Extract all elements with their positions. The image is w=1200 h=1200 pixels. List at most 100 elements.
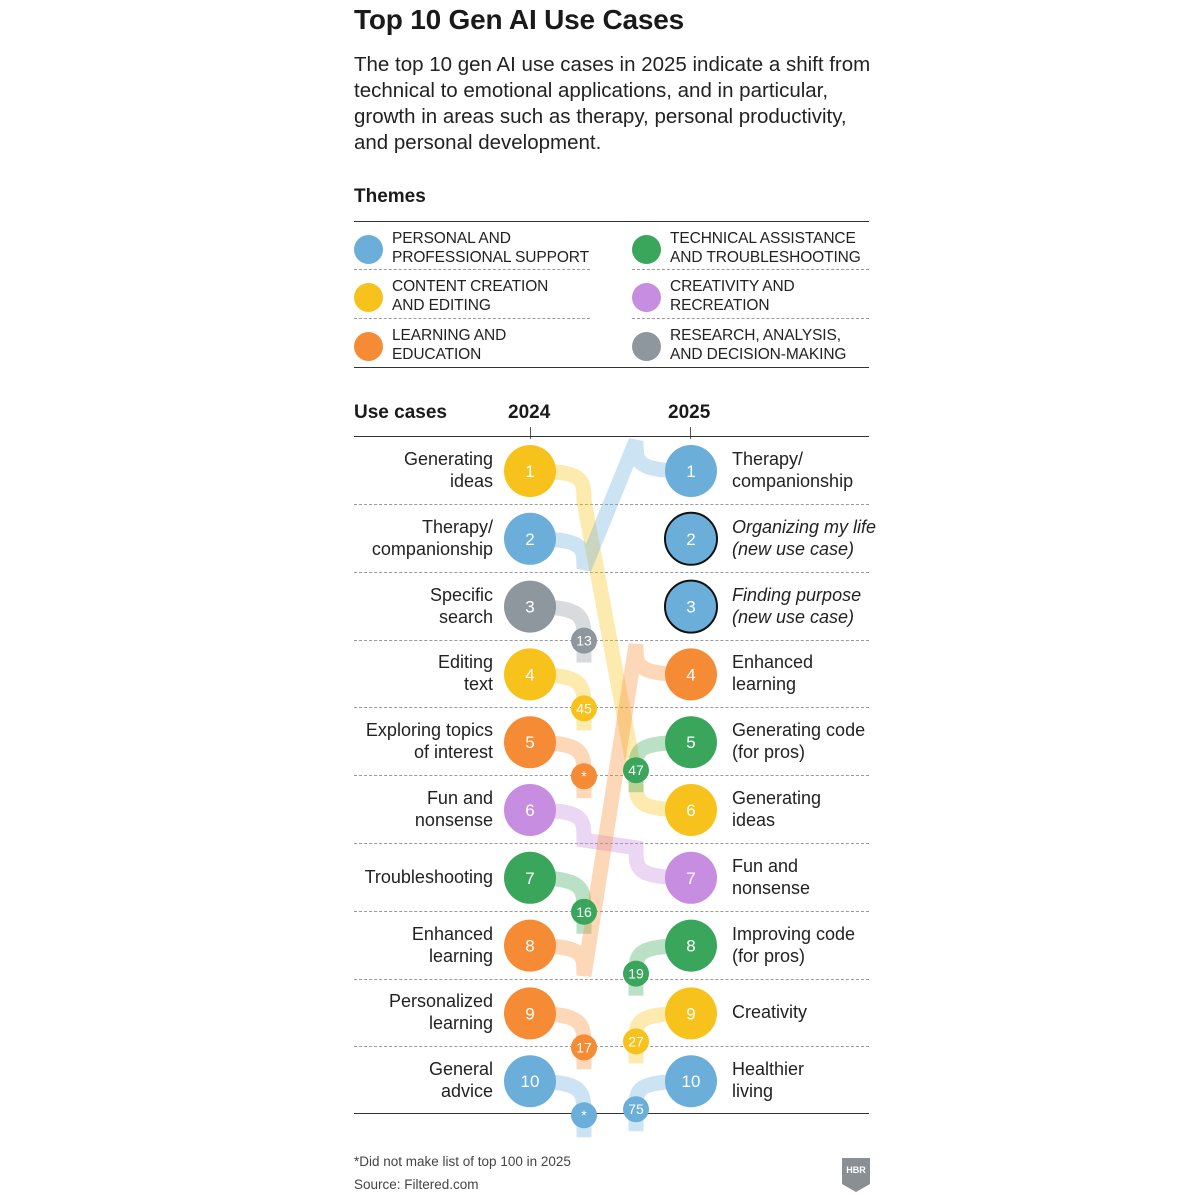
entry-rank-badge: [623, 757, 649, 784]
rank-bubble-2025: [665, 445, 717, 497]
rank-number-2024: 10: [521, 1072, 540, 1091]
rank-bubble-2024: [504, 648, 556, 701]
row-divider: [354, 978, 869, 980]
entry-rank-label: 75: [628, 1101, 644, 1117]
hbr-logo: HBR: [842, 1158, 870, 1192]
rank-number-2024: 5: [525, 733, 534, 752]
legend-swatch-personal: [354, 235, 383, 264]
use-cases-heading: Use cases: [354, 402, 447, 423]
use-case-2025-10: Healthier living: [732, 1059, 805, 1102]
rank-bubble-2025: [665, 716, 717, 769]
legend-item-personal: PERSONAL AND PROFESSIONAL SUPPORT: [354, 229, 594, 273]
exit-rank-badge: [571, 695, 597, 722]
rank-bubble-2025: [665, 987, 717, 1040]
exit-rank-badge: [571, 1034, 597, 1061]
row-divider: [354, 571, 869, 573]
exit-rank-label: *: [581, 1107, 587, 1123]
rank-number-2024: 1: [525, 462, 534, 481]
rank-bubble-2024: [504, 445, 556, 497]
legend-label: RESEARCH, ANALYSIS, AND DECISION-MAKING: [670, 327, 847, 363]
legend-bottom-rule: [354, 367, 869, 368]
rank-number-2024: 4: [525, 665, 534, 684]
exit-rank-badge: [571, 1102, 597, 1129]
year-2025-heading: 2025: [668, 402, 711, 423]
row-divider: [354, 1046, 869, 1048]
legend-label: CREATIVITY AND RECREATION: [670, 278, 795, 314]
legend-label: LEARNING AND EDUCATION: [392, 327, 507, 363]
rank-number-2024: 3: [525, 598, 534, 617]
chart-bottom-rule: [354, 1113, 869, 1114]
legend-swatch-research: [632, 332, 661, 361]
rank-number-2025: 9: [686, 1004, 695, 1023]
rank-number-2025: 8: [686, 937, 695, 956]
row-divider: [354, 707, 869, 709]
use-case-2025-9: Creativity: [732, 1002, 808, 1023]
row-divider: [354, 504, 869, 505]
rank-flow-2024-2: [529, 438, 692, 572]
use-case-2024-10: General advice: [428, 1059, 493, 1102]
entry-rank-label: 47: [628, 762, 644, 778]
chart-top-rule: [354, 436, 869, 437]
use-case-2024-4: Editing text: [437, 652, 493, 695]
rank-number-2025: 10: [682, 1072, 701, 1091]
rank-number-2024: 9: [525, 1004, 534, 1023]
rank-bubble-2024: [504, 580, 556, 633]
row-divider: [354, 639, 869, 641]
rank-number-2025: 1: [686, 462, 695, 481]
legend-item-learning: LEARNING AND EDUCATION: [354, 326, 594, 370]
footnote: *Did not make list of top 100 in 2025: [354, 1154, 571, 1169]
legend-divider: [354, 269, 590, 270]
use-case-2024-9: Personalized learning: [388, 991, 493, 1034]
year-2024-tick: [530, 427, 531, 439]
exit-rank-label: 17: [576, 1039, 592, 1055]
legend-swatch-creativity: [632, 283, 661, 312]
exit-rank-label: 13: [576, 633, 592, 649]
legend-divider: [632, 318, 869, 319]
chart-subtitle: The top 10 gen AI use cases in 2025 indi…: [354, 53, 871, 154]
use-case-2024-1: Generating ideas: [403, 449, 493, 491]
rank-number-2025: 5: [686, 733, 695, 752]
use-case-2025-5: Generating code (for pros): [732, 720, 866, 763]
rank-bubble-2024: [504, 784, 556, 836]
entry-rank-badge: [623, 960, 649, 987]
rank-bubble-2025: [665, 648, 717, 701]
rank-number-2025: 3: [686, 598, 695, 617]
use-case-2025-1: Therapy/ companionship: [732, 449, 854, 491]
entry-rank-badge: [623, 1028, 649, 1055]
rank-bubble-2024: [504, 851, 556, 904]
legend-divider: [354, 318, 590, 319]
legend-item-content: CONTENT CREATION AND EDITING: [354, 277, 594, 321]
exit-rank-label: 45: [576, 700, 592, 716]
rank-bubble-2024: [504, 919, 556, 972]
use-case-2025-6: Generating ideas: [732, 788, 822, 830]
rank-bubble-2025: [665, 784, 717, 836]
rank-number-2024: 2: [525, 530, 534, 549]
legend-swatch-technical: [632, 235, 661, 264]
entry-rank-label: 19: [628, 966, 644, 982]
rank-number-2025: 2: [686, 530, 695, 549]
use-case-2025-3: Finding purpose (new use case): [732, 584, 862, 627]
rank-bubble-2025: [664, 511, 718, 566]
exit-rank-badge: [571, 763, 597, 790]
row-divider: [354, 775, 869, 777]
rank-bubble-2024: [504, 1055, 556, 1108]
legend-divider: [632, 269, 869, 270]
row-divider: [354, 910, 869, 912]
rank-number-2024: 7: [525, 869, 534, 888]
rank-number-2024: 6: [525, 801, 534, 820]
year-2024-heading: 2024: [508, 402, 551, 423]
use-case-2024-8: Enhanced learning: [411, 923, 493, 966]
exit-rank-label: *: [581, 768, 587, 784]
exit-rank-label: 16: [576, 904, 592, 920]
rank-number-2025: 7: [686, 869, 695, 888]
entry-rank-label: 27: [628, 1033, 644, 1049]
use-case-2024-2: Therapy/ companionship: [371, 516, 493, 559]
year-2025-tick: [690, 427, 691, 439]
use-case-2025-7: Fun and nonsense: [732, 855, 811, 898]
rank-flow-2024-6: [529, 802, 692, 886]
use-case-2024-5: Exploring topics of interest: [365, 720, 493, 763]
rank-number-2024: 8: [525, 937, 534, 956]
legend-item-technical: TECHNICAL ASSISTANCE AND TROUBLESHOOTING: [632, 229, 872, 273]
